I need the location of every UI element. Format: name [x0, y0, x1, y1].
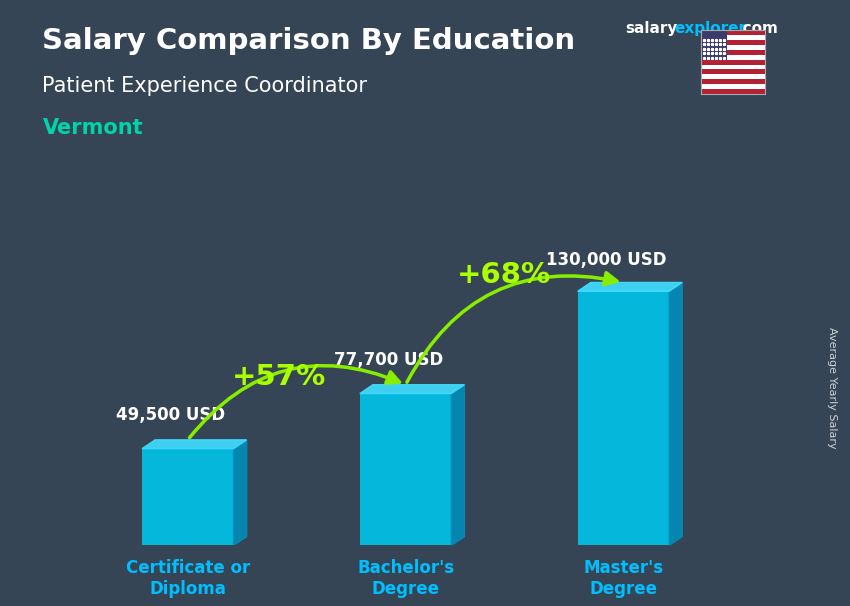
Text: +68%: +68%	[456, 261, 551, 289]
Bar	[701, 35, 765, 40]
Bar	[701, 59, 765, 65]
Text: +57%: +57%	[232, 363, 326, 391]
Text: 130,000 USD: 130,000 USD	[546, 251, 666, 269]
Bar	[701, 65, 765, 70]
Bar	[142, 448, 234, 545]
Bar	[701, 55, 765, 59]
Bar	[701, 79, 765, 84]
Text: Salary Comparison By Education: Salary Comparison By Education	[42, 27, 575, 55]
Text: 77,700 USD: 77,700 USD	[333, 351, 443, 369]
Text: 49,500 USD: 49,500 USD	[116, 406, 225, 424]
Text: .com: .com	[738, 21, 779, 36]
Polygon shape	[142, 440, 246, 448]
Polygon shape	[451, 385, 464, 545]
Polygon shape	[578, 282, 683, 291]
Bar	[701, 30, 765, 35]
Bar	[701, 45, 765, 50]
Bar	[701, 89, 765, 94]
Text: explorer: explorer	[674, 21, 746, 36]
Bar	[701, 40, 765, 45]
Polygon shape	[234, 440, 246, 545]
Text: salary: salary	[625, 21, 677, 36]
Polygon shape	[360, 385, 464, 393]
Bar	[701, 50, 765, 55]
Text: Vermont: Vermont	[42, 118, 143, 138]
Bar	[701, 75, 765, 79]
Bar	[360, 393, 451, 545]
Bar	[701, 84, 765, 89]
Bar	[701, 70, 765, 75]
Bar	[701, 30, 727, 59]
Text: Average Yearly Salary: Average Yearly Salary	[827, 327, 837, 448]
Bar	[578, 291, 669, 545]
Text: Patient Experience Coordinator: Patient Experience Coordinator	[42, 76, 367, 96]
Polygon shape	[669, 282, 683, 545]
